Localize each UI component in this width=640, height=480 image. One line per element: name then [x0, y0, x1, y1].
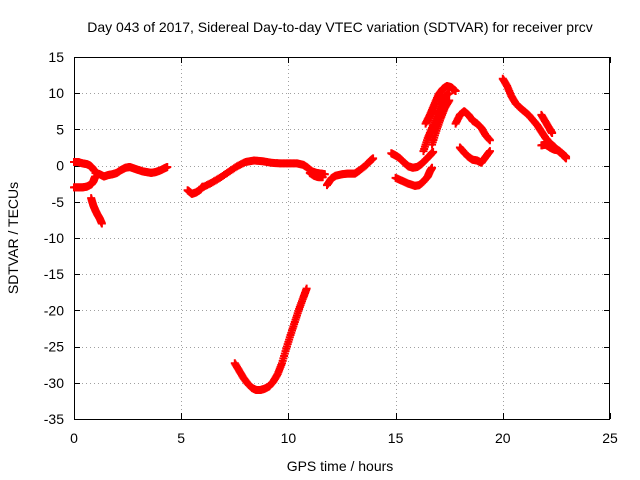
- series-arc-m: [419, 89, 454, 156]
- y-tick-label: -15: [44, 266, 64, 282]
- data-point: [97, 219, 106, 228]
- data-point: [318, 173, 327, 182]
- y-tick-label: 0: [56, 158, 64, 174]
- x-tick-label: 10: [281, 430, 297, 446]
- y-tick-label: 5: [56, 121, 64, 137]
- x-tick-label: 15: [388, 430, 404, 446]
- grid: [74, 57, 610, 419]
- chart-title: Day 043 of 2017, Sidereal Day-to-day VTE…: [87, 19, 593, 35]
- y-tick-label: 15: [48, 49, 64, 65]
- y-tick-labels: -35 -30 -25 -20 -15 -10 -5 0 5 10 15: [44, 49, 64, 427]
- data-point: [163, 163, 172, 172]
- x-tick-labels: 0 5 10 15 20 25: [70, 430, 618, 446]
- series-arc-c: [87, 194, 106, 228]
- series-arc-d: [91, 163, 172, 181]
- x-axis-label: GPS time / hours: [287, 458, 394, 474]
- x-tick-label: 5: [177, 430, 185, 446]
- data-point: [485, 136, 494, 145]
- x-tick-label: 25: [602, 430, 618, 446]
- data-point: [485, 147, 494, 156]
- y-tick-label: -35: [44, 411, 64, 427]
- y-axis-label: SDTVAR / TECUs: [5, 182, 21, 294]
- data-point: [369, 154, 378, 163]
- series-arc-b: [70, 157, 99, 175]
- series-arc-a: [70, 172, 100, 192]
- y-tick-label: -25: [44, 339, 64, 355]
- series-arc-k: [391, 163, 437, 190]
- data-point: [428, 163, 437, 172]
- data-point: [445, 96, 454, 105]
- y-tick-label: -10: [44, 230, 64, 246]
- series-arc-g: [230, 284, 311, 395]
- y-tick-label: -5: [52, 194, 65, 210]
- series-arc-s: [537, 140, 571, 161]
- series-arc-r: [537, 110, 557, 138]
- series-arc-i: [322, 154, 378, 190]
- data-point: [302, 284, 311, 293]
- series-arc-h: [305, 168, 327, 182]
- y-tick-label: 10: [48, 85, 64, 101]
- data-point: [429, 147, 438, 156]
- data-point: [562, 152, 571, 161]
- data-point: [445, 89, 454, 98]
- data-point: [451, 87, 460, 96]
- series-arc-n: [428, 96, 454, 149]
- x-tick-label: 0: [70, 430, 78, 446]
- x-tick-label: 20: [495, 430, 511, 446]
- y-tick-label: -20: [44, 302, 64, 318]
- series-arc-o: [451, 107, 494, 145]
- series-arc-e: [183, 182, 207, 198]
- plot-frame: [74, 57, 610, 420]
- series-arc-j: [387, 147, 438, 172]
- y-tick-label: -30: [44, 375, 64, 391]
- data-point: [548, 129, 557, 138]
- data-points: [70, 74, 571, 395]
- series-arc-p: [455, 143, 494, 167]
